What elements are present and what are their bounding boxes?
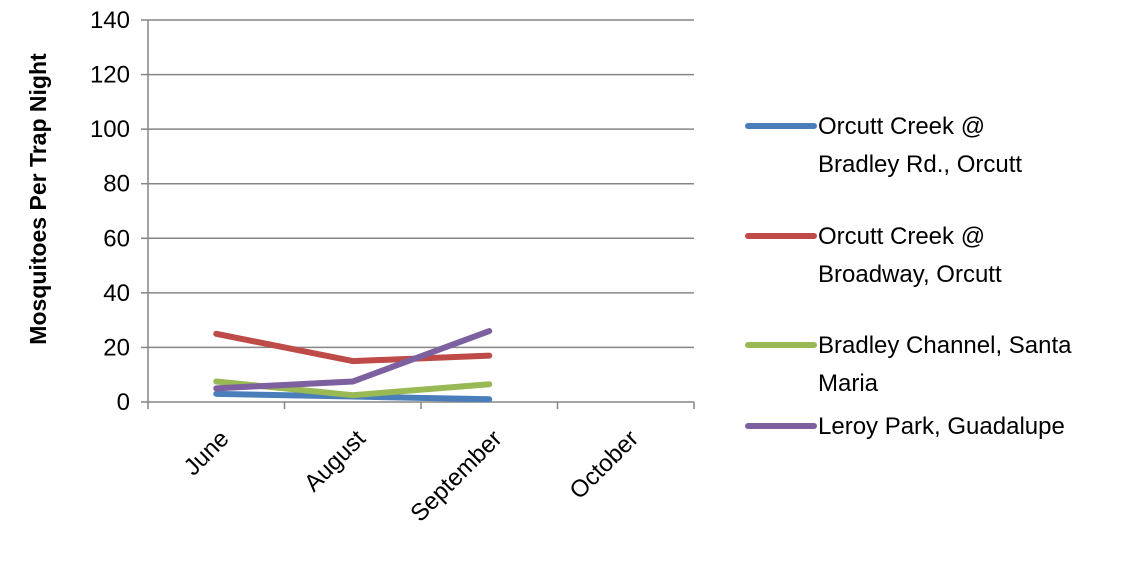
y-tick-label: 100 [90, 116, 130, 143]
legend-label: Maria [818, 370, 879, 397]
y-tick-label: 80 [103, 171, 130, 198]
legend-label: Bradley Rd., Orcutt [818, 151, 1022, 178]
legend-label: Orcutt Creek @ [818, 223, 985, 250]
y-tick-label: 0 [117, 389, 130, 416]
legend-label: Bradley Channel, Santa [818, 332, 1072, 359]
legend-label: Leroy Park, Guadalupe [818, 413, 1065, 440]
y-tick-label: 140 [90, 7, 130, 34]
y-axis-label: Mosquitoes Per Trap Night [25, 53, 51, 345]
y-tick-label: 120 [90, 62, 130, 89]
y-tick-label: 60 [103, 225, 130, 252]
series-line-2 [213, 330, 493, 365]
x-tick-label: August [299, 425, 371, 497]
series-line-4 [213, 328, 493, 392]
y-tick-label: 20 [103, 334, 130, 361]
x-tick-label: September [405, 425, 507, 527]
x-tick-label: June [179, 425, 235, 481]
legend-label: Broadway, Orcutt [818, 261, 1002, 288]
x-tick-label: October [565, 425, 644, 504]
legend-label: Orcutt Creek @ [818, 113, 985, 140]
y-tick-label: 40 [103, 280, 130, 307]
